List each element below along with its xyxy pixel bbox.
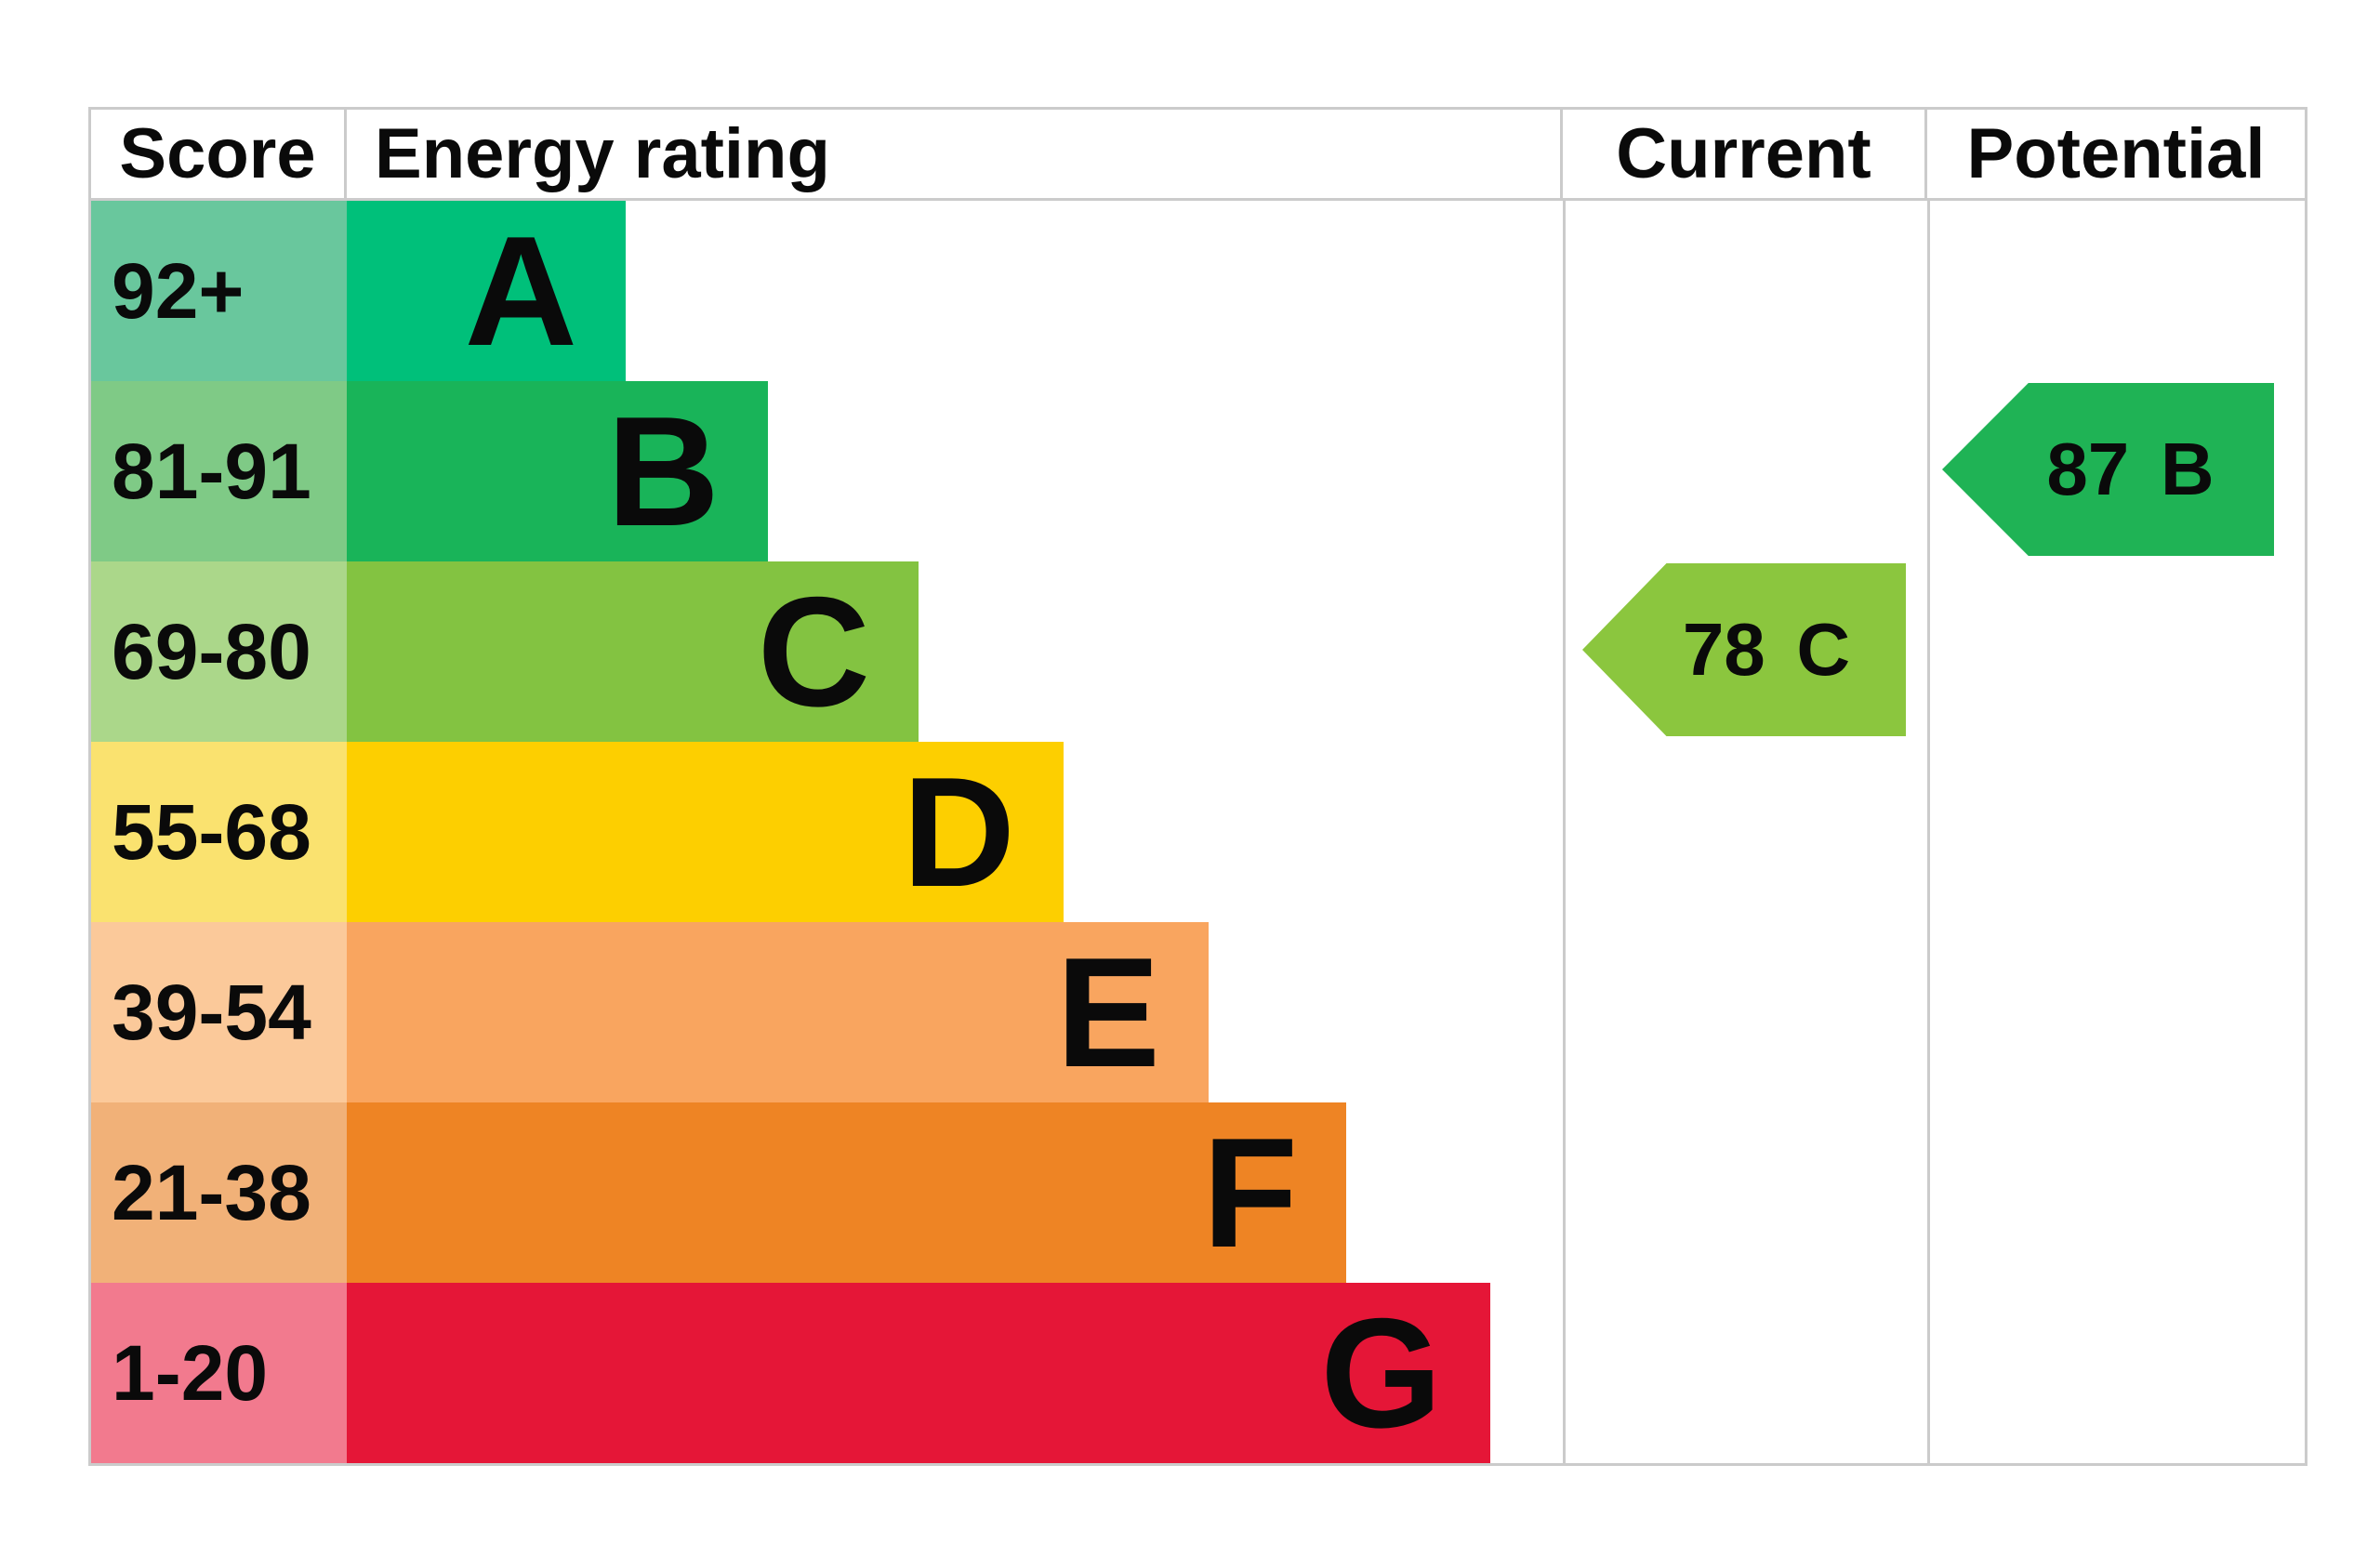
band-row-b: 81-91 B <box>91 381 2305 561</box>
header-cell-energy-rating: Energy rating <box>347 110 1563 198</box>
band-letter: E <box>1055 925 1160 1100</box>
band-row-f: 21-38 F <box>91 1102 2305 1283</box>
score-cell: 21-38 <box>91 1102 347 1283</box>
epc-table: Score Energy rating Current Potential 92… <box>88 107 2307 1466</box>
score-range-label: 81-91 <box>112 428 311 515</box>
header-cell-current: Current <box>1563 110 1927 198</box>
band-row-a: 92+ A <box>91 201 2305 381</box>
table-header: Score Energy rating Current Potential <box>91 110 2305 201</box>
current-score-value: 78 <box>1682 608 1765 691</box>
score-range-label: 92+ <box>112 247 245 335</box>
band-letter: C <box>757 564 870 739</box>
score-range-label: 1-20 <box>112 1329 269 1417</box>
band-bar: A <box>347 201 626 381</box>
band-row-d: 55-68 D <box>91 742 2305 922</box>
band-bar: G <box>347 1283 1490 1463</box>
header-cell-potential: Potential <box>1966 113 2266 193</box>
score-range-label: 69-80 <box>112 608 311 695</box>
band-letter: G <box>1320 1286 1442 1460</box>
score-cell: 39-54 <box>91 922 347 1102</box>
band-row-e: 39-54 E <box>91 922 2305 1102</box>
current-band-letter: C <box>1796 608 1851 691</box>
score-range-label: 55-68 <box>112 788 311 876</box>
score-cell: 81-91 <box>91 381 347 561</box>
band-letter: D <box>902 745 1015 919</box>
score-cell: 92+ <box>91 201 347 381</box>
potential-score-value: 87 <box>2046 428 2130 510</box>
band-row-c: 69-80 C <box>91 561 2305 742</box>
header-cell-score: Score <box>91 110 347 198</box>
band-letter: F <box>1202 1105 1298 1280</box>
table-body: 92+ A 81-91 B 69-80 C <box>91 201 2305 1463</box>
band-bar: F <box>347 1102 1346 1283</box>
band-letter: B <box>606 384 720 559</box>
score-range-label: 21-38 <box>112 1149 311 1236</box>
potential-band-letter: B <box>2160 428 2215 510</box>
band-bar: C <box>347 561 919 742</box>
band-bar: E <box>347 922 1209 1102</box>
score-range-label: 39-54 <box>112 969 311 1056</box>
score-cell: 1-20 <box>91 1283 347 1463</box>
band-row-g: 1-20 G <box>91 1283 2305 1463</box>
band-bar: B <box>347 381 768 561</box>
band-bar: D <box>347 742 1064 922</box>
band-letter: A <box>464 204 577 378</box>
score-cell: 69-80 <box>91 561 347 742</box>
score-cell: 55-68 <box>91 742 347 922</box>
